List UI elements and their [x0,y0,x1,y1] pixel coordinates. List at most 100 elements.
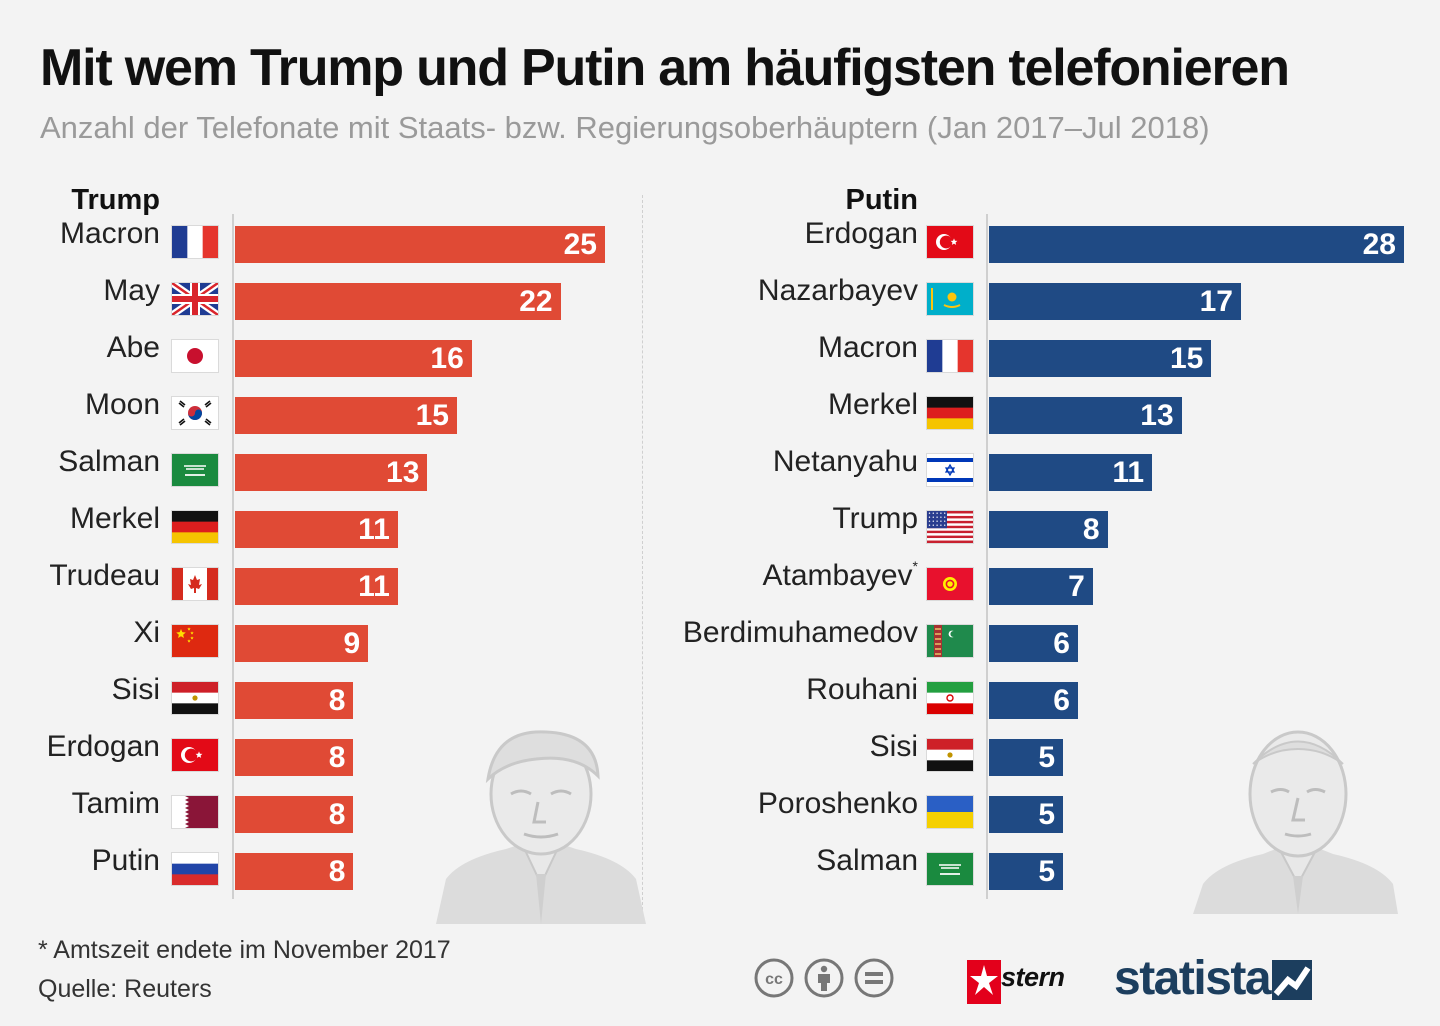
trump-bar-row: Putin 8 [0,841,640,890]
stern-logo[interactable]: stern [967,960,1079,1004]
bar-label: Netanyahu [660,442,918,482]
putin-bar-row: Poroshenko 5 [660,784,1440,833]
bar-label-text: May [103,274,160,307]
bar-label: May [0,271,160,311]
bar-label-text: Trudeau [49,559,160,592]
trump-bar: 8 [235,853,354,890]
bar-label: Salman [660,841,918,881]
putin-bar: 15 [989,340,1212,377]
bar-label: Berdimuhamedov [660,613,918,653]
bar-label-text: Atambayev [762,559,913,592]
bar-value-label: 8 [1082,513,1100,546]
ukraine-flag-icon [927,796,973,828]
putin-bar-row: Salman 5 [660,841,1440,890]
nd-icon[interactable] [854,958,894,998]
egypt-flag-icon [927,739,973,771]
stern-wordmark: stern [1001,962,1065,992]
putin-bar: 17 [989,283,1241,320]
bar-label-text: Netanyahu [772,445,918,478]
bar-label-text: Tamim [71,787,160,820]
trump-bar-row: May 22 [0,271,640,320]
putin-bar-row: Netanyahu 11 [660,442,1440,491]
bar-label-text: Nazarbayev [757,274,918,307]
bar-label: Tamim [0,784,160,824]
germany-flag-icon [172,511,218,543]
putin-bar: 28 [989,226,1404,263]
putin-bar: 7 [989,568,1093,605]
israel-flag-icon [927,454,973,486]
bar-value-label: 5 [1038,798,1056,831]
trump-bar: 8 [235,682,354,719]
bar-label: Erdogan [0,727,160,767]
putin-panel-title: Putin [845,184,919,216]
bar-label: Erdogan [660,214,918,254]
bar-label-text: Moon [84,388,160,421]
svg-text:cc: cc [765,971,783,988]
bar-value-label: 6 [1053,627,1070,660]
qatar-flag-icon [172,796,218,828]
trump-bar: 9 [235,625,369,662]
bar-label: Abe [0,328,160,368]
trump-panel-title: Trump [71,184,160,216]
trump-chart: Macron 25 May 22 Abe 16 Moon 15 Salman 13 Merke… [0,214,646,924]
bar-value-label: 28 [1362,228,1396,261]
putin-chart: Erdogan 28 Nazarbayev 17 Macron 15 Merkel 13 N… [660,214,1440,914]
putin-bar-row: Nazarbayev 17 [660,271,1440,320]
bar-value-label: 8 [328,741,346,774]
bar-value-label: 9 [343,627,361,660]
usa-flag-icon [927,511,973,543]
bar-label-text: Sisi [869,730,918,763]
trump-bar: 11 [235,511,398,548]
trump-bar: 13 [235,454,428,491]
trump-bar-row: Moon 15 [0,385,640,434]
bar-value-label: 11 [1112,456,1145,489]
france-flag-icon [172,226,218,258]
statista-mark-icon [1272,960,1312,1000]
trump-bar: 16 [235,340,472,377]
putin-bar: 5 [989,796,1064,833]
bar-value-label: 25 [563,228,597,261]
bar-value-label: 15 [415,399,449,432]
panel-divider [642,195,643,910]
russia-flag-icon [172,853,218,885]
bar-label: Atambayev* [660,556,918,596]
bar-label-text: Trump [832,502,918,535]
bar-value-label: 5 [1038,741,1056,774]
iran-flag-icon [927,682,973,714]
bar-value-label: 15 [1169,342,1204,375]
trump-bar-row: Erdogan 8 [0,727,640,776]
bar-label-text: Erdogan [46,730,160,763]
by-icon[interactable] [804,958,844,998]
bar-value-label: 22 [519,285,553,318]
trump-bar: 8 [235,739,354,776]
putin-bar: 8 [989,511,1108,548]
putin-bar: 6 [989,625,1078,662]
japan-flag-icon [172,340,218,372]
trump-portrait [436,730,646,924]
cc-icon[interactable]: cc [754,958,794,998]
putin-axis [986,214,988,899]
turkey-flag-icon [172,739,218,771]
bar-label: Nazarbayev [660,271,918,311]
footnote: * Amtszeit endete im November 2017 [38,936,451,964]
bar-label-text: Macron [817,331,918,364]
bar-value-label: 13 [1140,399,1174,432]
china-flag-icon [172,625,218,657]
germany-flag-icon [927,397,973,429]
bar-value-label: 17 [1199,285,1233,318]
trump-bar: 15 [235,397,457,434]
bar-label-text: Macron [59,217,160,250]
kazakhstan-flag-icon [927,283,973,315]
bar-label: Poroshenko [660,784,918,824]
bar-label: Putin [0,841,160,881]
bar-value-label: 16 [430,342,464,375]
bar-label-text: Xi [133,616,160,649]
trump-bar-row: Sisi 8 [0,670,640,719]
trump-bar: 8 [235,796,354,833]
source-note: Quelle: Reuters [38,975,212,1003]
statista-wordmark: statista [1114,952,1272,1005]
trump-bar: 22 [235,283,561,320]
south-korea-flag-icon [172,397,218,429]
putin-bar-row: Rouhani 6 [660,670,1440,719]
bar-label: Salman [0,442,160,482]
